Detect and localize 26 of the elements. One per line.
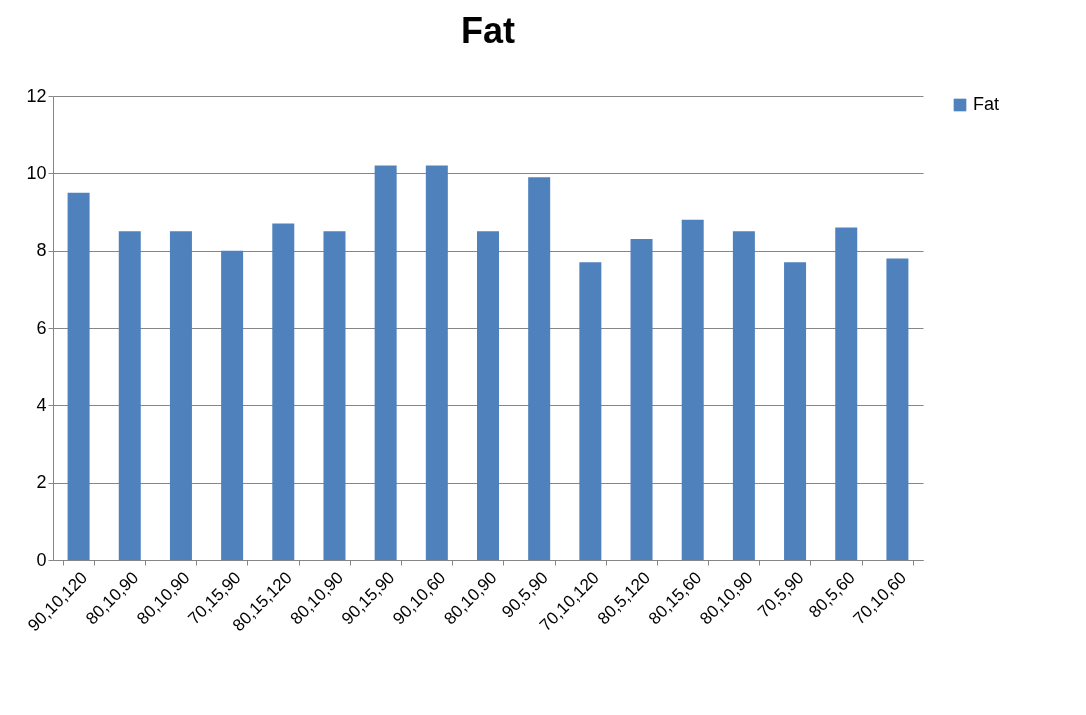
bar bbox=[374, 165, 397, 560]
bar bbox=[630, 239, 653, 560]
bar bbox=[118, 231, 141, 560]
bar bbox=[732, 231, 755, 560]
bar bbox=[67, 192, 90, 560]
bar bbox=[835, 227, 858, 560]
bar bbox=[169, 231, 192, 560]
y-tick-label: 8 bbox=[36, 240, 47, 261]
bar bbox=[477, 231, 499, 560]
bar bbox=[886, 258, 909, 560]
y-tick-label: 6 bbox=[36, 317, 47, 338]
bar bbox=[784, 262, 807, 560]
bar bbox=[681, 219, 704, 560]
bar bbox=[221, 250, 244, 560]
bar bbox=[323, 231, 346, 560]
legend-label: Fat bbox=[973, 94, 1000, 114]
bar bbox=[272, 223, 295, 560]
y-tick-label: 4 bbox=[36, 394, 47, 415]
y-tick-label: 12 bbox=[26, 85, 47, 106]
bar bbox=[579, 262, 602, 560]
y-tick-label: 10 bbox=[26, 162, 47, 183]
bar bbox=[425, 165, 448, 560]
y-tick-label: 0 bbox=[36, 549, 47, 570]
chart-title: Fat bbox=[461, 10, 516, 51]
bar bbox=[528, 177, 551, 560]
y-tick-label: 2 bbox=[36, 472, 47, 493]
